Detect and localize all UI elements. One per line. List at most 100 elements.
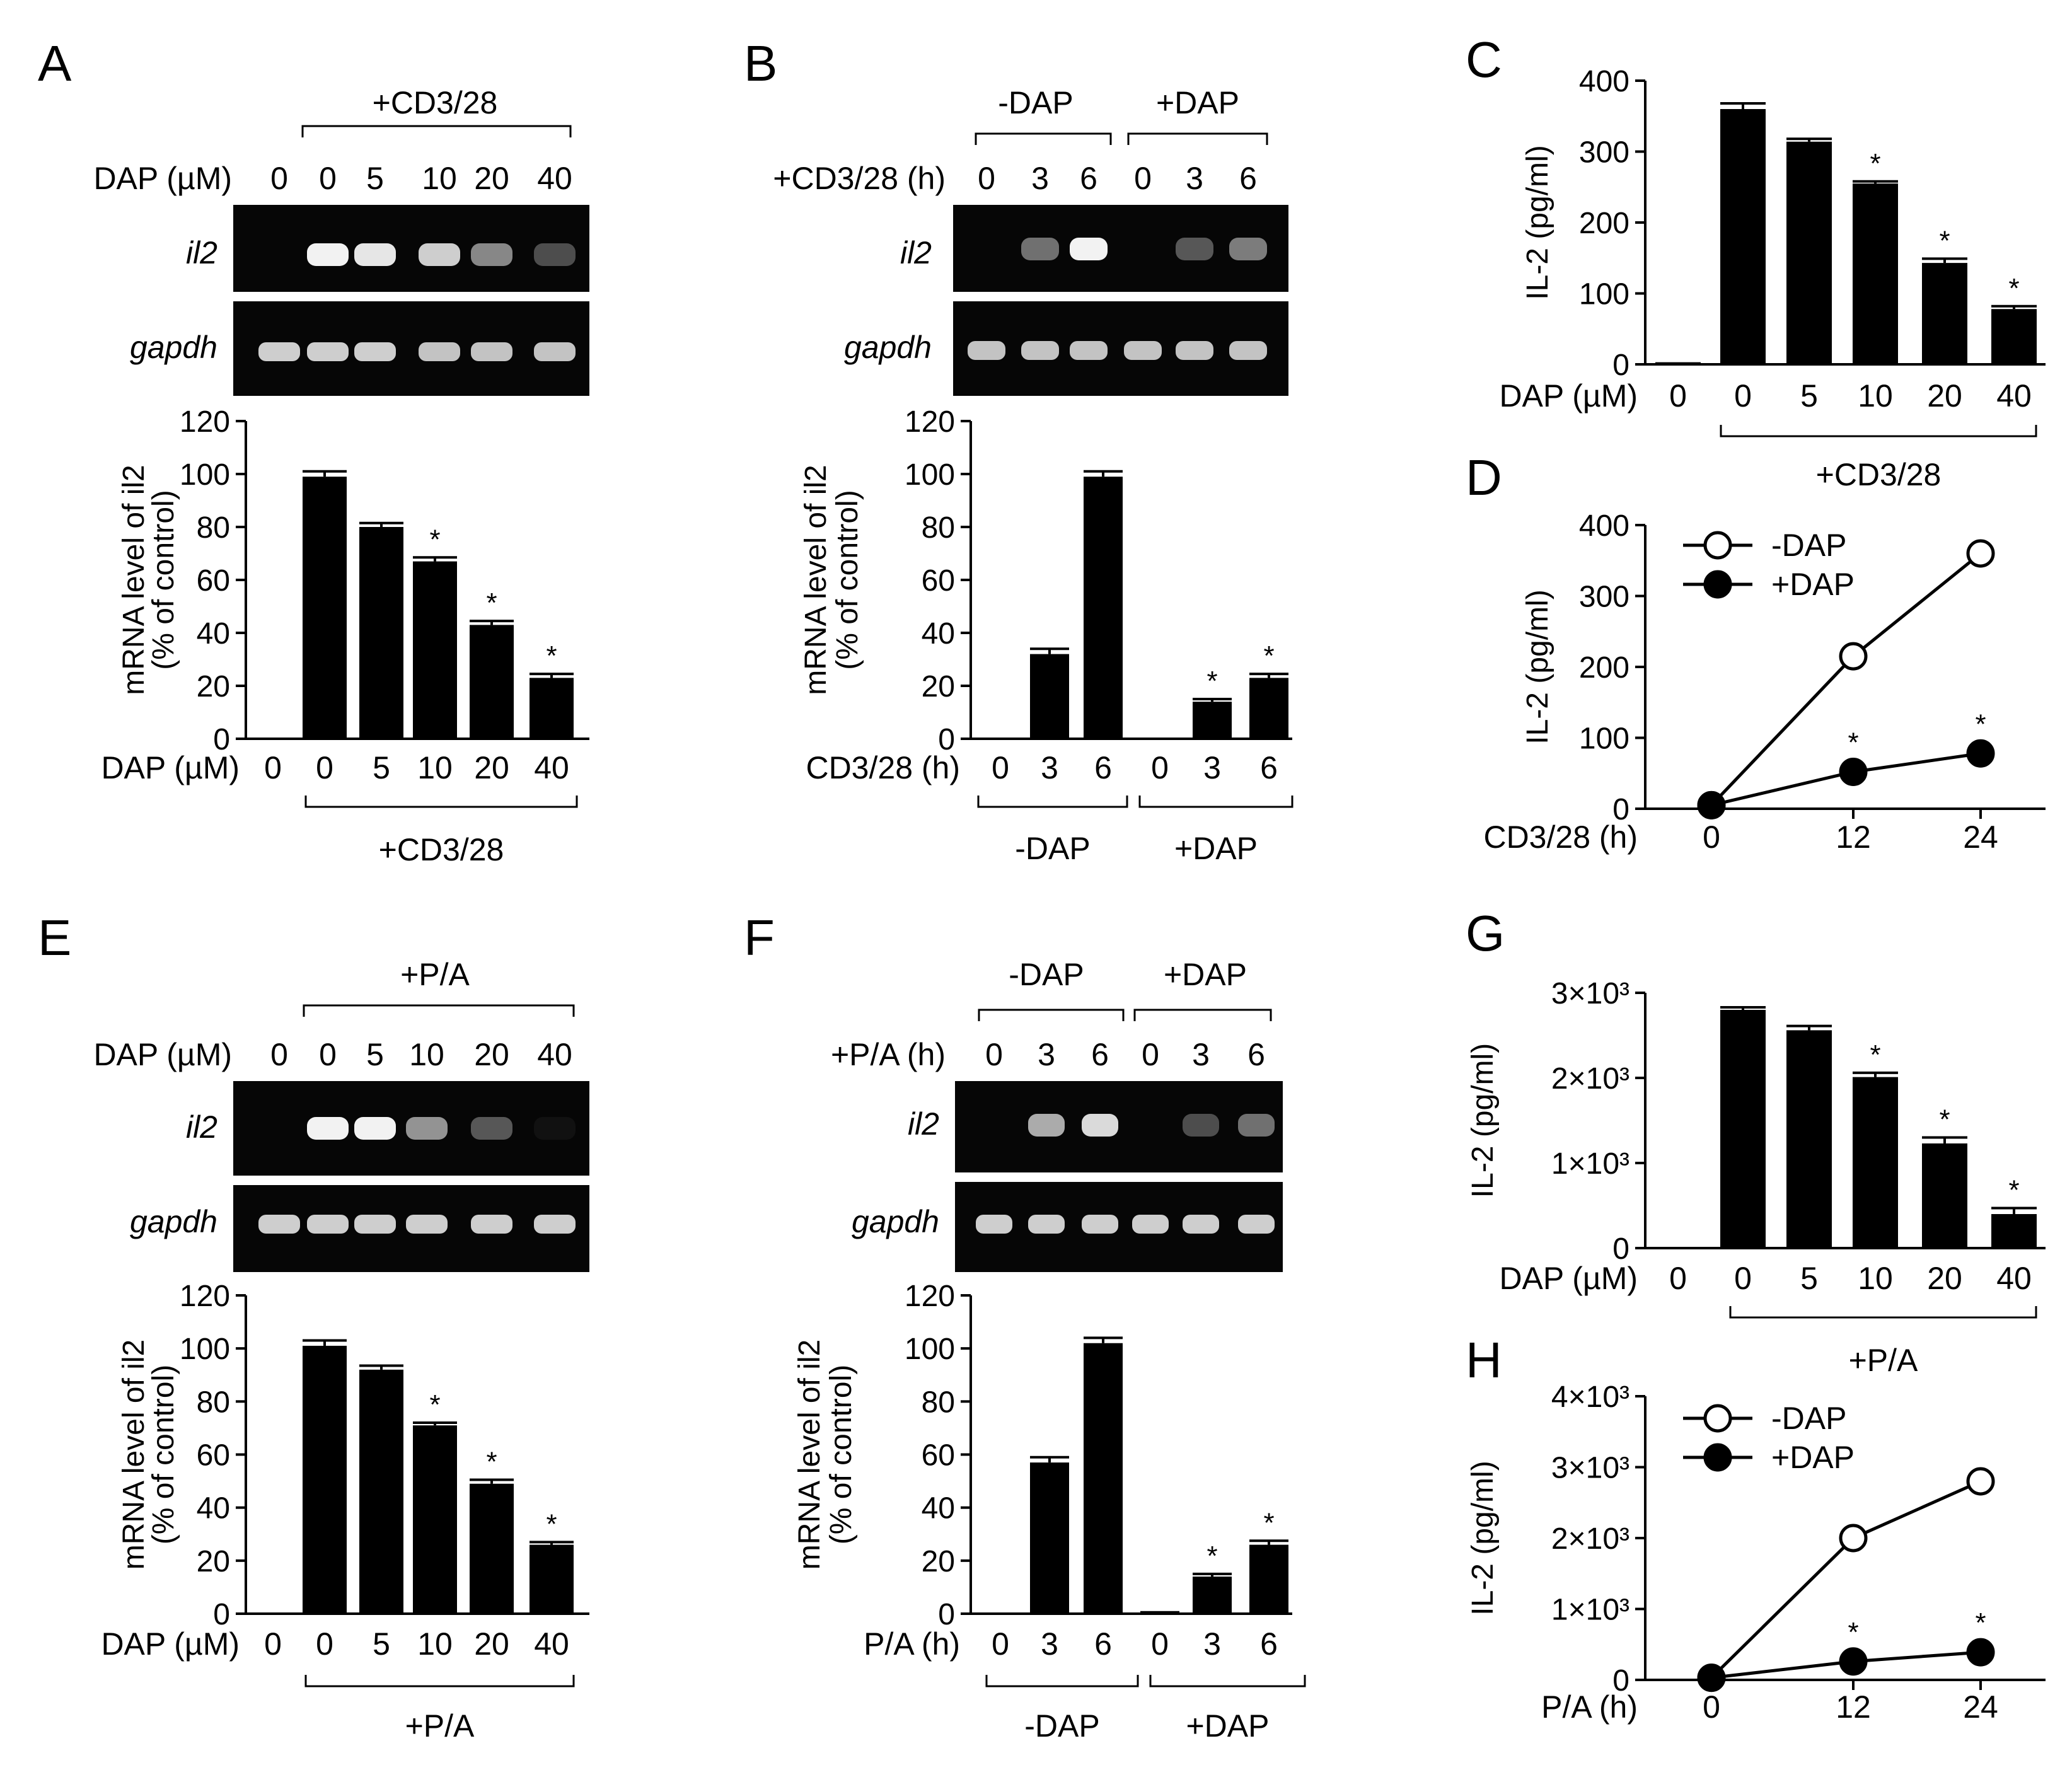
panel-f-row-label: +P/A (h) bbox=[831, 1037, 946, 1072]
panel-e-il2-band bbox=[534, 1117, 576, 1140]
chart-d-x-row-label: CD3/28 (h) bbox=[1483, 819, 1638, 855]
chart-c-x-row-label: DAP (µM) bbox=[1499, 378, 1638, 414]
chart-d-data-point bbox=[1839, 642, 1868, 671]
panel-a-il2-blot bbox=[233, 205, 589, 292]
chart-d-y-tick-label: 200 bbox=[1579, 651, 1629, 685]
chart-g-x-tick-label: 0 bbox=[1734, 1261, 1752, 1296]
panel-e-il2-band bbox=[471, 1117, 512, 1140]
chart-g-y-tick-label: 2×10³ bbox=[1551, 1062, 1629, 1096]
panel-a-gapdh-band bbox=[258, 342, 300, 361]
chart-e-x-tick-label: 0 bbox=[316, 1626, 333, 1662]
chart-d-data-point bbox=[1966, 739, 1995, 768]
panel-e-il2-band bbox=[406, 1117, 448, 1140]
chart-h-significance-marker: * bbox=[1975, 1607, 1986, 1638]
chart-h-y-tick-label: 1×10³ bbox=[1551, 1594, 1629, 1627]
panel-f-il2-band bbox=[1183, 1114, 1219, 1137]
chart-h-y-tick-label: 0 bbox=[1612, 1664, 1629, 1698]
chart-h-data-point bbox=[1966, 1467, 1995, 1496]
chart-e-y-tick-label: 100 bbox=[180, 1333, 230, 1366]
chart-e-bracket-label: +P/A bbox=[405, 1708, 475, 1744]
chart-a-x-tick-label: 40 bbox=[534, 750, 569, 785]
chart-f-bracket bbox=[1149, 1675, 1306, 1687]
chart-c-bar bbox=[1991, 309, 2037, 364]
chart-e-y-tick-label: 20 bbox=[197, 1545, 230, 1578]
chart-f-bar bbox=[1140, 1611, 1179, 1614]
chart-h-x-tick-label: 12 bbox=[1836, 1689, 1871, 1725]
panel-a-gapdh-band bbox=[534, 342, 576, 361]
chart-f-x-tick-label: 0 bbox=[1151, 1626, 1169, 1662]
chart-f-bar bbox=[1193, 1577, 1232, 1614]
chart-c-y-tick-label: 300 bbox=[1579, 136, 1629, 170]
chart-e-bar bbox=[530, 1544, 574, 1614]
panel-a-gel: +CD3/28 DAP (µM) 0 0 5 10 20 40 il2 gapd… bbox=[93, 85, 589, 396]
chart-b-x-row-label: CD3/28 (h) bbox=[806, 750, 960, 785]
chart-e-x-tick-label: 10 bbox=[417, 1626, 453, 1662]
chart-h-data-point bbox=[1966, 1638, 1995, 1667]
panel-f-gene-il2: il2 bbox=[908, 1106, 939, 1142]
chart-f-y-tick-label: 40 bbox=[922, 1492, 955, 1525]
chart-c-bar bbox=[1853, 183, 1898, 364]
chart-b-y-tick-label: 40 bbox=[922, 617, 955, 651]
chart-b-y-tick-label: 20 bbox=[922, 670, 955, 703]
panel-a-row-label: DAP (µM) bbox=[93, 161, 232, 196]
panel-a-il2-band bbox=[471, 243, 512, 266]
chart-b-y-tick-label: 120 bbox=[905, 405, 955, 439]
panel-label-c: C bbox=[1466, 32, 1502, 88]
chart-f-significance-marker: * bbox=[1263, 1507, 1274, 1538]
chart-e-bracket bbox=[304, 1675, 575, 1687]
panel-f-lane-label: 6 bbox=[1091, 1037, 1109, 1072]
chart-d-y-tick-label: 300 bbox=[1579, 581, 1629, 614]
chart-f: mRNA level of il2(% of control)020406080… bbox=[793, 1280, 1306, 1744]
chart-g-significance-marker: * bbox=[2008, 1175, 2019, 1206]
chart-d-x-tick-label: 24 bbox=[1963, 819, 1998, 855]
chart-c-bar bbox=[1922, 263, 1967, 364]
panel-e-gapdh-band bbox=[406, 1215, 448, 1234]
chart-e-x-tick-label: 20 bbox=[474, 1626, 509, 1662]
panel-f-gel-bracket bbox=[978, 1009, 1125, 1021]
panel-e-lane-label: 0 bbox=[319, 1037, 337, 1072]
panel-f-gapdh-band bbox=[1183, 1215, 1219, 1234]
chart-c-x-tick-label: 40 bbox=[1996, 378, 2032, 414]
chart-g-x-tick-label: 20 bbox=[1927, 1261, 1962, 1296]
chart-e-y-axis-label: mRNA level of il2 bbox=[117, 1340, 151, 1570]
chart-c-x-tick-label: 5 bbox=[1800, 378, 1818, 414]
panel-b-lane-label: 6 bbox=[1080, 161, 1097, 196]
chart-h-x-tick-label: 24 bbox=[1963, 1689, 1998, 1725]
chart-g-bar bbox=[1786, 1030, 1832, 1248]
chart-a-x-tick-label: 5 bbox=[373, 750, 390, 785]
chart-h-data-point bbox=[1839, 1647, 1868, 1676]
chart-f-x-tick-label: 0 bbox=[992, 1626, 1009, 1662]
chart-a: mRNA level of il2(% of control) 0 20 40 60 80… bbox=[101, 405, 589, 867]
panel-f-gapdh-band bbox=[1238, 1215, 1275, 1234]
panel-a-gel-bracket bbox=[301, 125, 572, 137]
chart-b-y-tick-label: 60 bbox=[922, 564, 955, 598]
chart-e-significance-marker: * bbox=[546, 1508, 557, 1539]
chart-d-data-point bbox=[1966, 539, 1995, 568]
chart-c-bar bbox=[1720, 109, 1766, 364]
chart-c-bracket bbox=[1720, 425, 2037, 437]
chart-c: IL-2 (pg/ml) 0 100 200 300 400 0 0 5 * 10 * 20 * 40 DAP… bbox=[1499, 65, 2046, 492]
chart-e-y-tick-label: 40 bbox=[197, 1492, 230, 1525]
chart-f-y-axis-label: (% of control) bbox=[825, 1365, 858, 1544]
chart-e-y-axis-label: (% of control) bbox=[147, 1365, 180, 1544]
panel-e-gene-il2: il2 bbox=[186, 1109, 217, 1145]
chart-h-significance-marker: * bbox=[1848, 1617, 1858, 1648]
chart-e-y-tick-label: 120 bbox=[180, 1280, 230, 1313]
chart-a-x-tick-label: 10 bbox=[417, 750, 453, 785]
chart-c-y-tick-label: 400 bbox=[1579, 65, 1629, 98]
chart-d-legend-label: +DAP bbox=[1771, 567, 1855, 602]
chart-g-x-tick-label: 0 bbox=[1669, 1261, 1687, 1296]
chart-e-bar bbox=[303, 1345, 347, 1614]
chart-b-x-tick-label: 6 bbox=[1260, 750, 1278, 785]
panel-f-lane-label: 3 bbox=[1192, 1037, 1210, 1072]
panel-b-gel-group-label: -DAP bbox=[998, 85, 1073, 120]
chart-b-x-tick-label: 3 bbox=[1041, 750, 1058, 785]
chart-c-y-axis-label: IL-2 (pg/ml) bbox=[1521, 145, 1554, 299]
panel-f-gel-group-label: -DAP bbox=[1009, 957, 1084, 992]
chart-f-y-tick-label: 0 bbox=[938, 1598, 955, 1631]
chart-g-bracket bbox=[1729, 1306, 2037, 1319]
panel-f-gapdh-band bbox=[1132, 1215, 1169, 1234]
panel-b-lane-label: 0 bbox=[1134, 161, 1152, 196]
panel-e-gapdh-band bbox=[534, 1215, 576, 1234]
chart-b-significance-marker: * bbox=[1263, 640, 1274, 671]
